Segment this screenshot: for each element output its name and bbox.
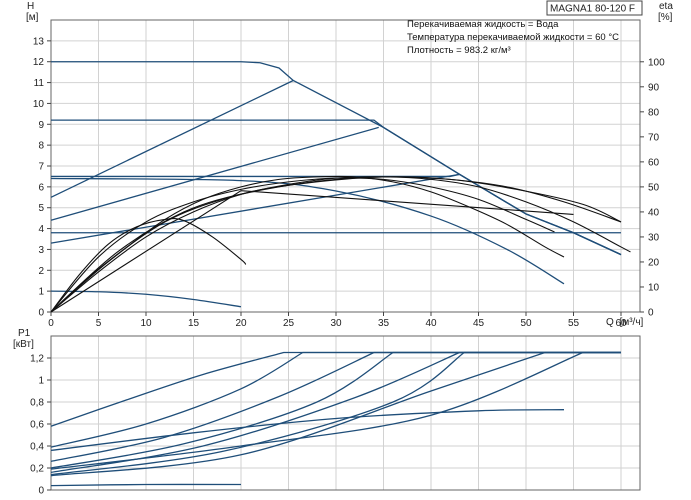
head-axis-unit: [м] bbox=[26, 12, 39, 23]
power-tick-label: 1,2 bbox=[30, 354, 44, 365]
head-tick-label: 7 bbox=[38, 162, 44, 173]
head-tick-label: 0 bbox=[38, 308, 44, 319]
flow-tick-label: 15 bbox=[188, 318, 200, 329]
power-curve bbox=[50, 351, 621, 476]
power-curve bbox=[50, 351, 621, 427]
efficiency-tick-label: 10 bbox=[648, 282, 660, 293]
flow-tick-label: 25 bbox=[283, 318, 295, 329]
efficiency-tick-label: 80 bbox=[648, 107, 660, 118]
power-plot-curves bbox=[50, 351, 621, 487]
power-curve bbox=[50, 351, 621, 474]
efficiency-axis-label: eta bbox=[659, 1, 673, 12]
head-tick-label: 9 bbox=[38, 120, 44, 131]
head-tick-label: 10 bbox=[33, 99, 45, 110]
head-tick-label: 4 bbox=[38, 224, 44, 235]
chart-title-box bbox=[546, 0, 643, 16]
power-curve bbox=[50, 351, 621, 470]
efficiency-curve bbox=[50, 190, 574, 313]
efficiency-tick-label: 40 bbox=[648, 207, 660, 218]
head-curve bbox=[50, 79, 294, 198]
power-plot-frame bbox=[50, 335, 641, 491]
power-curve bbox=[50, 351, 621, 477]
head-tick-label: 3 bbox=[38, 245, 44, 256]
head-tick-label: 6 bbox=[38, 182, 44, 193]
efficiency-tick-label: 20 bbox=[648, 257, 660, 268]
efficiency-tick-label: 30 bbox=[648, 232, 660, 243]
head-tick-label: 11 bbox=[34, 78, 45, 89]
efficiency-tick-label: 0 bbox=[648, 308, 654, 319]
efficiency-tick-label: 90 bbox=[648, 82, 660, 93]
efficiency-tick-label: 50 bbox=[648, 182, 660, 193]
efficiency-tick-label: 100 bbox=[648, 57, 665, 68]
flow-tick-label: 30 bbox=[330, 318, 342, 329]
flow-tick-label: 40 bbox=[425, 318, 437, 329]
efficiency-curve bbox=[50, 176, 622, 313]
flow-tick-label: 50 bbox=[520, 318, 532, 329]
power-tick-label: 0,8 bbox=[30, 398, 44, 409]
power-axis-unit: [кВт] bbox=[13, 339, 34, 350]
flow-axis-label: Q [м³/ч] bbox=[606, 317, 644, 328]
info-temperature: Температура перекачиваемой жидкости = 60… bbox=[407, 32, 619, 43]
power-tick-label: 0,4 bbox=[30, 442, 44, 453]
head-plot-curves bbox=[50, 61, 631, 313]
flow-tick-label: 45 bbox=[473, 318, 485, 329]
head-curve bbox=[50, 126, 379, 221]
head-tick-label: 13 bbox=[33, 36, 45, 47]
power-plot-ticks: 0 0,2 0,4 0,6 0,8 1 1,2 bbox=[30, 354, 51, 497]
flow-tick-label: 20 bbox=[235, 318, 247, 329]
chart-title: MAGNA1 80-120 F bbox=[550, 4, 635, 15]
flow-tick-label: 60 bbox=[615, 318, 627, 329]
head-tick-label: 5 bbox=[38, 203, 44, 214]
power-curve bbox=[50, 483, 242, 487]
head-curve bbox=[50, 173, 460, 244]
flow-tick-label: 35 bbox=[378, 318, 390, 329]
flow-tick-label: 55 bbox=[568, 318, 580, 329]
head-plot-ticks: 0 5 10 15 20 25 30 35 40 45 50 55 600123456789101112… bbox=[33, 36, 665, 329]
power-tick-label: 0,2 bbox=[30, 464, 44, 475]
flow-tick-label: 0 bbox=[48, 318, 54, 329]
efficiency-curve bbox=[50, 177, 555, 313]
head-tick-label: 2 bbox=[38, 266, 44, 277]
power-curve bbox=[50, 351, 621, 463]
power-curve bbox=[50, 409, 565, 452]
head-tick-label: 8 bbox=[38, 141, 44, 152]
flow-tick-label: 10 bbox=[140, 318, 152, 329]
flow-axis-unit: [м³/ч] bbox=[620, 317, 644, 328]
efficiency-tick-label: 60 bbox=[648, 157, 660, 168]
head-axis-label: H bbox=[27, 1, 34, 12]
power-tick-label: 0,6 bbox=[30, 420, 44, 431]
head-plot-grid bbox=[50, 20, 640, 313]
head-tick-label: 1 bbox=[38, 287, 44, 298]
efficiency-axis-unit: [%] bbox=[658, 12, 673, 23]
head-curve bbox=[50, 177, 565, 285]
efficiency-curve bbox=[50, 175, 565, 313]
power-curve bbox=[50, 351, 621, 448]
flow-tick-label: 5 bbox=[96, 318, 102, 329]
efficiency-tick-label: 70 bbox=[648, 132, 660, 143]
power-tick-label: 0 bbox=[38, 486, 44, 497]
power-plot-grid bbox=[50, 336, 640, 491]
info-density: Плотность = 983.2 кг/м³ bbox=[407, 45, 511, 56]
flow-axis-symbol: Q bbox=[606, 317, 614, 328]
efficiency-curve bbox=[50, 176, 631, 313]
head-tick-label: 12 bbox=[33, 57, 45, 68]
info-liquid: Перекачиваемая жидкость = Вода bbox=[407, 19, 559, 30]
power-axis-label: P1 bbox=[18, 328, 31, 339]
power-tick-label: 1 bbox=[38, 376, 44, 387]
